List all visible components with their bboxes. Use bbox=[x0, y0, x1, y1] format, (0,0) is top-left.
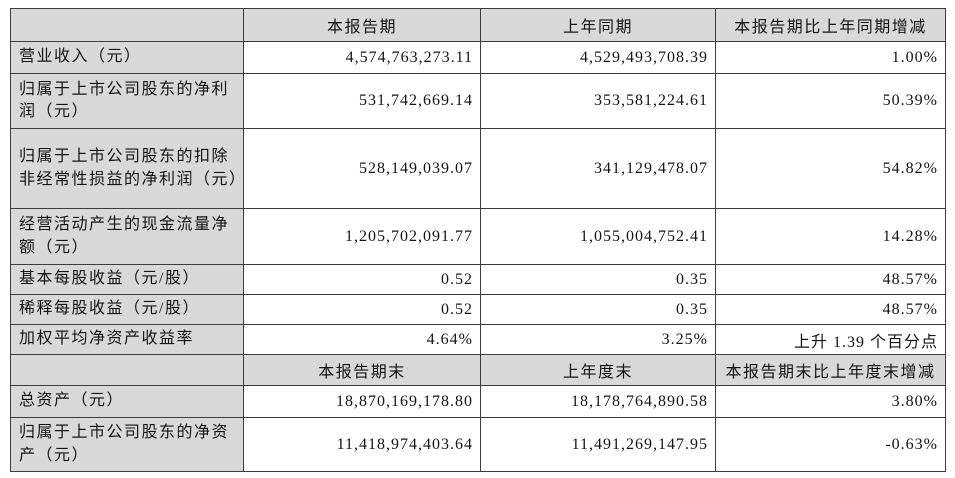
table-header-row-period-end: 本报告期末 上年度末 本报告期末比上年度末增减 bbox=[10, 354, 946, 386]
value-prior: 0.35 bbox=[480, 294, 716, 325]
row-label: 经营活动产生的现金流量净额（元） bbox=[10, 208, 244, 265]
value-prior: 0.35 bbox=[480, 264, 716, 295]
value-prior: 18,178,764,890.58 bbox=[480, 385, 716, 418]
value-current: 0.52 bbox=[243, 294, 481, 325]
table-row-diluted-eps: 稀释每股收益（元/股） 0.52 0.35 48.57% bbox=[10, 294, 946, 325]
value-current: 528,149,039.07 bbox=[243, 128, 481, 209]
table-row-net-assets: 归属于上市公司股东的净资产（元） 11,418,974,403.64 11,49… bbox=[10, 417, 946, 472]
row-label: 稀释每股收益（元/股） bbox=[10, 294, 244, 325]
value-prior: 341,129,478.07 bbox=[480, 128, 716, 209]
value-current: 531,742,669.14 bbox=[243, 73, 481, 129]
value-change: 3.80% bbox=[715, 385, 946, 418]
row-label: 归属于上市公司股东的净利润（元） bbox=[10, 73, 244, 129]
value-current: 4,574,763,273.11 bbox=[243, 41, 481, 74]
header-current-period: 本报告期 bbox=[243, 8, 481, 42]
header-prior-period: 上年同期 bbox=[480, 8, 716, 42]
header-prior-year-end: 上年度末 bbox=[480, 354, 716, 386]
table-row-basic-eps: 基本每股收益（元/股） 0.52 0.35 48.57% bbox=[10, 264, 946, 295]
value-change: 54.82% bbox=[715, 128, 946, 209]
corner-cell-empty bbox=[10, 8, 244, 42]
header-period-change: 本报告期比上年同期增减 bbox=[715, 8, 946, 42]
value-prior: 4,529,493,708.39 bbox=[480, 41, 716, 74]
financial-summary-table: 本报告期 上年同期 本报告期比上年同期增减 营业收入（元） 4,574,763,… bbox=[10, 8, 946, 472]
table-row-total-assets: 总资产（元） 18,870,169,178.80 18,178,764,890.… bbox=[10, 385, 946, 418]
header-current-period-end: 本报告期末 bbox=[243, 354, 481, 386]
table-row-net-profit: 归属于上市公司股东的净利润（元） 531,742,669.14 353,581,… bbox=[10, 73, 946, 129]
value-change: 50.39% bbox=[715, 73, 946, 129]
value-current: 0.52 bbox=[243, 264, 481, 295]
value-prior: 11,491,269,147.95 bbox=[480, 417, 716, 472]
table-row-net-profit-excl-nonrecurring: 归属于上市公司股东的扣除非经常性损益的净利润（元） 528,149,039.07… bbox=[10, 128, 946, 209]
value-current: 18,870,169,178.80 bbox=[243, 385, 481, 418]
value-change: 14.28% bbox=[715, 208, 946, 265]
row-label: 营业收入（元） bbox=[10, 41, 244, 74]
corner-cell-empty bbox=[10, 354, 244, 386]
value-current: 11,418,974,403.64 bbox=[243, 417, 481, 472]
table-header-row-period: 本报告期 上年同期 本报告期比上年同期增减 bbox=[10, 8, 946, 42]
value-change: 48.57% bbox=[715, 294, 946, 325]
value-change: 1.00% bbox=[715, 41, 946, 74]
row-label: 总资产（元） bbox=[10, 385, 244, 418]
header-period-end-change: 本报告期末比上年度末增减 bbox=[715, 354, 946, 386]
value-prior: 353,581,224.61 bbox=[480, 73, 716, 129]
value-prior: 3.25% bbox=[480, 324, 716, 355]
table-row-operating-revenue: 营业收入（元） 4,574,763,273.11 4,529,493,708.3… bbox=[10, 41, 946, 74]
row-label: 归属于上市公司股东的扣除非经常性损益的净利润（元） bbox=[10, 128, 244, 209]
value-change: 上升 1.39 个百分点 bbox=[715, 324, 946, 355]
value-current: 1,205,702,091.77 bbox=[243, 208, 481, 265]
value-change: 48.57% bbox=[715, 264, 946, 295]
value-change: -0.63% bbox=[715, 417, 946, 472]
value-prior: 1,055,004,752.41 bbox=[480, 208, 716, 265]
table-row-operating-cash-flow: 经营活动产生的现金流量净额（元） 1,205,702,091.77 1,055,… bbox=[10, 208, 946, 265]
value-current: 4.64% bbox=[243, 324, 481, 355]
row-label: 基本每股收益（元/股） bbox=[10, 264, 244, 295]
table-row-weighted-avg-roe: 加权平均净资产收益率 4.64% 3.25% 上升 1.39 个百分点 bbox=[10, 324, 946, 355]
row-label: 加权平均净资产收益率 bbox=[10, 324, 244, 355]
row-label: 归属于上市公司股东的净资产（元） bbox=[10, 417, 244, 472]
